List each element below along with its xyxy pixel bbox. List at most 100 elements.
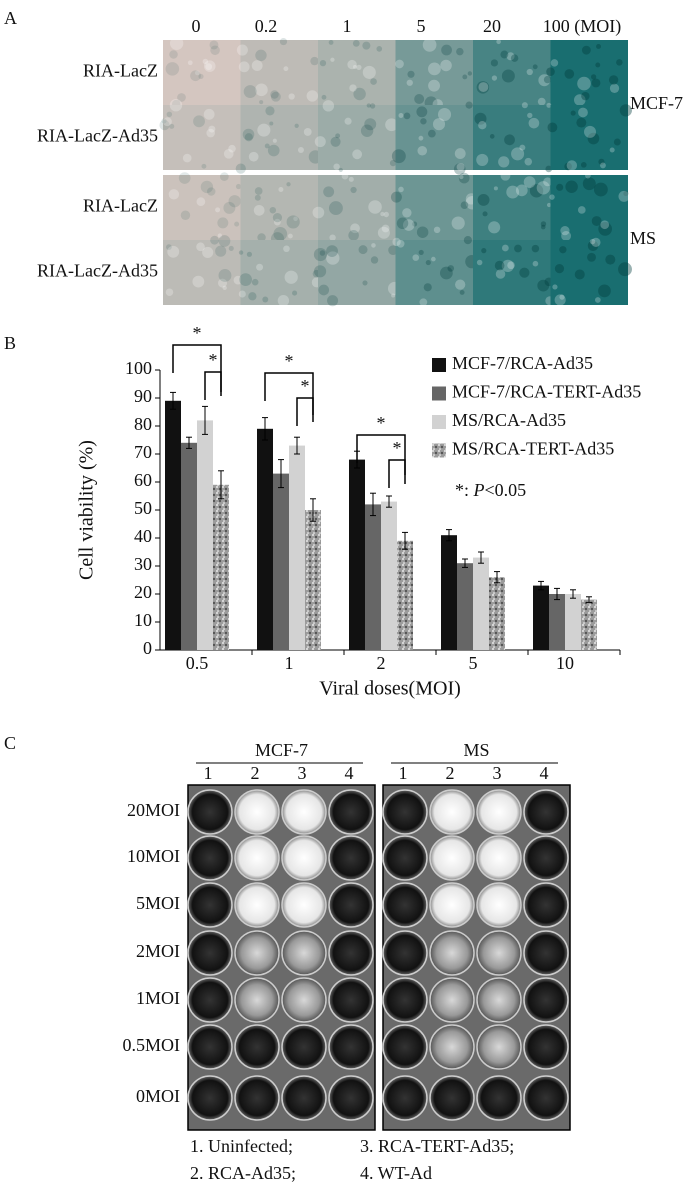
texture: [495, 269, 506, 279]
well: [328, 1024, 374, 1070]
texture: [187, 60, 193, 66]
texture: [190, 70, 201, 82]
texture: [547, 122, 558, 133]
texture: [272, 213, 283, 223]
well: [187, 835, 233, 881]
texture: [350, 186, 357, 194]
texture: [476, 81, 490, 94]
texture: [234, 221, 240, 227]
texture: [531, 244, 540, 253]
texture: [582, 177, 596, 191]
column-number: 3: [493, 763, 502, 783]
texture: [277, 295, 290, 307]
texture: [422, 38, 437, 52]
micrograph: [473, 40, 551, 105]
texture: [210, 235, 219, 245]
texture: [609, 147, 615, 153]
well: [328, 882, 374, 928]
texture: [419, 298, 428, 307]
texture: [292, 290, 298, 296]
texture: [169, 123, 175, 129]
y-tick-label: 30: [134, 554, 152, 574]
texture: [589, 238, 596, 245]
note-part: *:: [455, 480, 474, 500]
well: [476, 835, 522, 881]
bar: [213, 484, 229, 650]
texture: [605, 254, 616, 265]
x-tick-label: 1: [285, 653, 294, 673]
row-label: 2MOI: [136, 941, 180, 961]
well: [328, 1075, 374, 1121]
bar: [565, 594, 581, 650]
x-axis-label: Viral doses(MOI): [319, 678, 461, 700]
texture: [200, 180, 214, 194]
texture: [326, 245, 338, 257]
texture: [168, 189, 180, 200]
texture: [559, 294, 565, 300]
well: [429, 882, 475, 928]
texture: [267, 144, 280, 157]
texture: [328, 201, 343, 216]
texture: [585, 172, 591, 179]
texture: [273, 226, 288, 241]
texture: [273, 218, 281, 226]
texture: [591, 216, 602, 226]
texture: [323, 186, 335, 198]
significance-bracket: [204, 371, 222, 400]
well: [281, 882, 327, 928]
well: [523, 977, 569, 1023]
micrograph: [395, 240, 473, 305]
texture: [566, 160, 578, 171]
well: [328, 930, 374, 976]
micrograph: [473, 175, 551, 240]
y-tick-label: 10: [134, 610, 152, 630]
texture: [278, 187, 284, 193]
texture: [165, 62, 180, 76]
texture: [205, 63, 213, 71]
row-label: 5MOI: [136, 893, 180, 913]
texture: [577, 76, 591, 91]
texture: [543, 75, 552, 84]
texture: [498, 156, 510, 168]
well: [429, 835, 475, 881]
texture: [506, 52, 515, 61]
texture: [202, 58, 209, 65]
legend-item: 3. RCA-TERT-Ad35;: [360, 1136, 514, 1156]
well: [429, 1024, 475, 1070]
texture: [428, 62, 441, 76]
bar: [305, 510, 321, 650]
texture: [159, 120, 170, 131]
column-number: 1: [399, 763, 408, 783]
texture: [598, 222, 613, 236]
texture: [381, 224, 390, 233]
well: [234, 930, 280, 976]
well: [382, 1024, 428, 1070]
texture: [259, 100, 264, 105]
cell-line-label: MS: [630, 228, 656, 248]
texture: [353, 87, 366, 101]
texture: [233, 275, 243, 285]
bar: [197, 420, 213, 650]
texture: [347, 59, 357, 70]
legend-label: MCF-7/RCA-TERT-Ad35: [452, 382, 641, 402]
column-number: 4: [345, 763, 354, 783]
bar: [489, 577, 505, 650]
micrograph: [318, 40, 396, 105]
legend-item: 4. WT-Ad: [360, 1163, 432, 1183]
texture: [593, 182, 608, 197]
texture: [352, 149, 363, 160]
y-tick-label: 40: [134, 526, 152, 546]
texture: [506, 185, 520, 199]
texture: [362, 280, 368, 286]
micrograph: [318, 105, 396, 170]
texture: [256, 263, 264, 271]
texture: [360, 124, 374, 137]
texture: [248, 292, 257, 301]
texture: [235, 163, 246, 174]
texture: [402, 219, 415, 231]
texture: [370, 78, 377, 85]
texture: [380, 211, 385, 217]
micrograph: [318, 240, 396, 305]
bar: [397, 540, 413, 650]
